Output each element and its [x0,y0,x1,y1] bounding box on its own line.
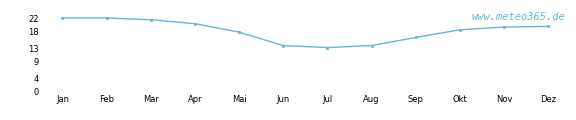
Text: www.meteo365.de: www.meteo365.de [471,12,565,22]
